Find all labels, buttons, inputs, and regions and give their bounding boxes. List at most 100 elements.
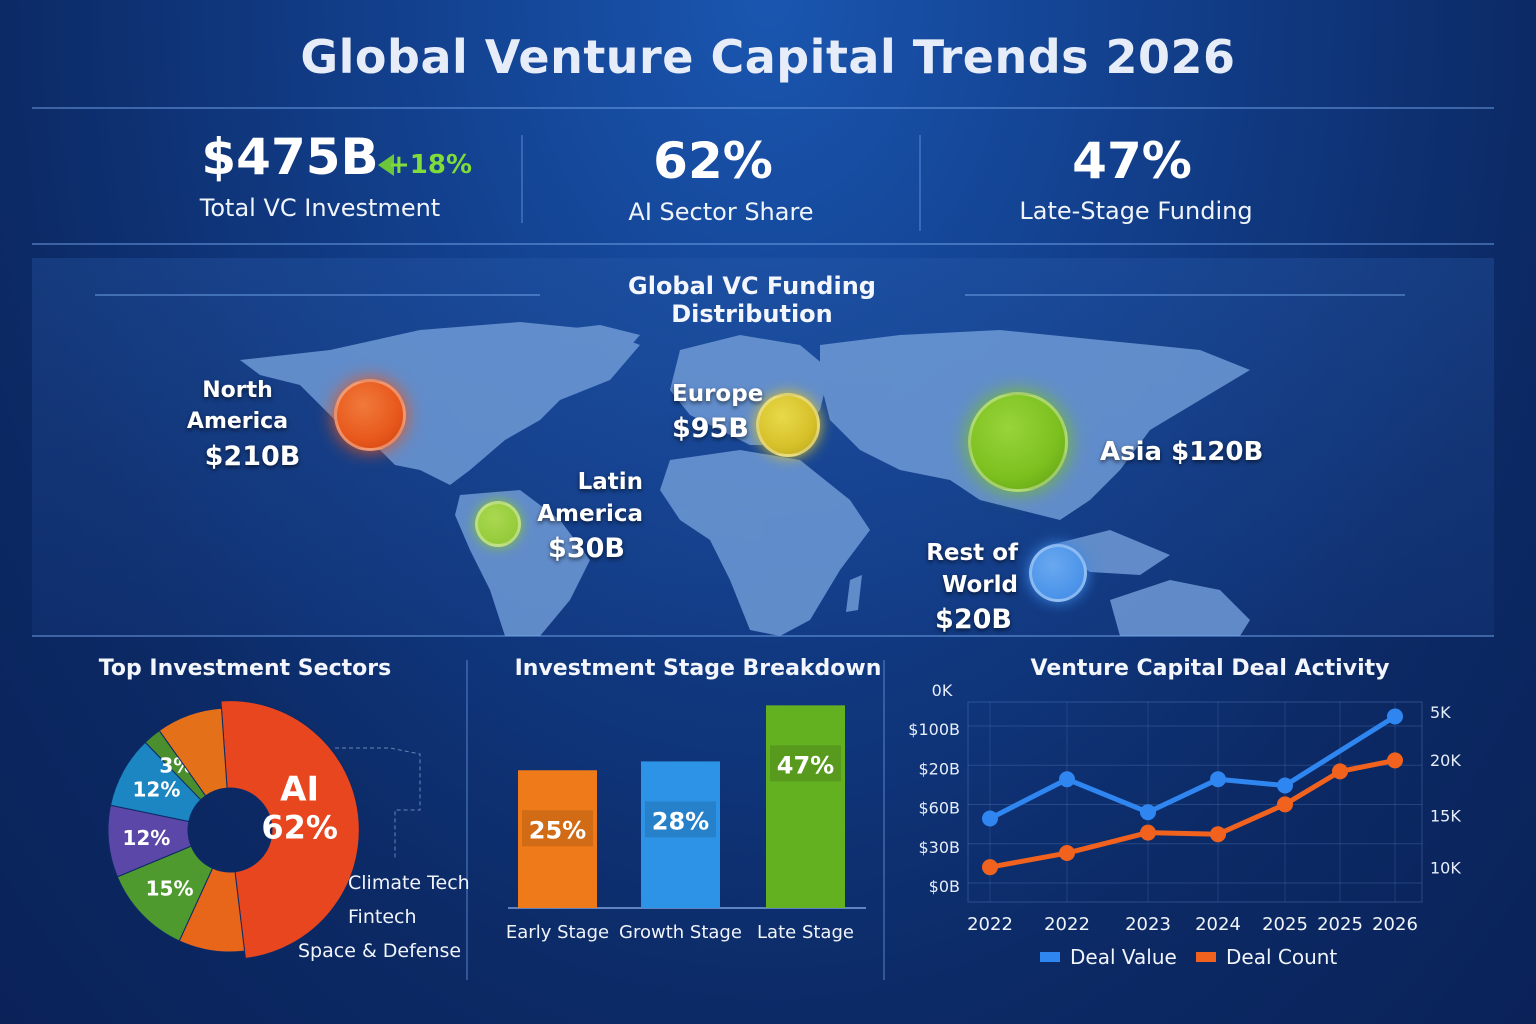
bar-value-label: 28% [652,807,709,835]
north-america-shape [240,322,640,485]
kpi-label: Late-Stage Funding [1019,197,1253,225]
data-point[interactable] [1387,708,1403,725]
legend-swatch-icon [1040,952,1060,962]
pie-slice[interactable] [158,707,228,797]
y-tick-right: 5K [1430,703,1451,722]
y-tick-left: $0B [929,877,960,896]
bar[interactable] [766,705,845,908]
map-title: Global VC Funding Distribution [628,272,876,328]
y-tick-left: $20B [918,759,960,778]
bar-label-bg [522,810,593,847]
legend-climate-tech: Climate Tech [348,872,470,894]
australia-shape [1110,580,1250,636]
x-tick: 2022 [1044,914,1090,935]
bar-label-bg [770,745,841,782]
divider [466,660,468,980]
data-point[interactable] [1210,771,1226,788]
pie-legend: Climate Tech Fintech Space & Defense [298,866,470,968]
bar[interactable] [518,770,597,908]
bar-title: Investment Stage Breakdown [514,656,882,681]
bubble-latin-america[interactable] [475,501,521,547]
africa-shape [660,450,870,636]
bubble-europe[interactable] [756,393,820,457]
kpi-total-investment: $475B [195,128,385,186]
divider [95,294,540,296]
x-tick: 2026 [1372,914,1418,935]
data-point[interactable] [1140,824,1156,841]
bar-category-label: Late Stage [757,922,854,943]
stage-bar-chart: 25% Early Stage 28% Growth Stage 47% Late Sta… [506,705,866,943]
data-point[interactable] [1210,826,1226,843]
bar[interactable] [641,761,720,908]
label-europe: Europe $95B [672,381,764,445]
legend-swatch-icon [1196,952,1216,962]
data-point[interactable] [1332,763,1348,780]
divider [883,660,885,980]
kpi-value: $475B [201,128,379,186]
kpi-ai-share-value: 62% [653,132,773,190]
slice-label: AI [280,770,319,810]
kpi-label: AI Sector Share [628,198,814,226]
kpi-delta: +18% [378,150,472,180]
greenland-shape [540,325,640,385]
page-title: Global Venture Capital Trends 2026 [300,30,1236,84]
data-point[interactable] [1140,804,1156,821]
y-tick-right: 20K [1430,751,1461,770]
data-point[interactable] [1059,771,1075,788]
y-tick-left: $30B [918,838,960,857]
bar-value-label: 25% [529,816,586,844]
data-point[interactable] [982,859,998,876]
bubble-rest-of-world[interactable] [1029,544,1087,602]
divider [919,135,921,231]
kpi-late-stage-value: 47% [1072,132,1192,190]
legend-deal-value: Deal Value [1040,945,1177,969]
divider [32,107,1494,109]
legend-connector [335,747,421,858]
bar-label-bg [645,801,716,838]
y-tick-left: 0K [932,681,953,700]
y-tick-right: 10K [1430,859,1461,878]
label-latin-america: Latin America $30B [537,469,643,565]
slice-value-label: 12% [122,826,170,850]
line-title: Venture Capital Deal Activity [1030,656,1390,681]
x-tick: 2022 [967,914,1013,935]
bubble-asia[interactable] [968,392,1068,492]
data-point[interactable] [1387,752,1403,769]
bar-value-label: 47% [777,751,834,779]
bubble-north-america[interactable] [334,379,406,451]
x-tick: 2023 [1125,914,1171,935]
divider [32,635,1494,637]
label-rest-of-world: Rest of World $20B [926,540,1018,636]
plot-frame [967,701,1423,903]
pie-slice[interactable] [220,700,360,959]
slice-value-label: 15% [146,876,194,900]
arrow-up-icon [378,154,394,176]
data-point[interactable] [1059,845,1075,862]
label-north-america: North America $210B [186,378,301,472]
y-tick-left: $100B [908,720,960,739]
slice-value-label: 12% [132,777,180,801]
x-tick: 2024 [1195,914,1241,935]
bar-category-label: Early Stage [506,922,609,943]
data-point[interactable] [1277,796,1293,813]
legend-space-defense: Space & Defense [298,940,462,962]
series-line-deal-value [988,714,1397,821]
y-tick-left: $60B [918,799,960,818]
legend-fintech: Fintech [348,906,417,928]
slice-value-label: 62% [261,809,338,847]
data-point[interactable] [982,810,998,827]
madagascar-shape [846,575,862,612]
divider [32,243,1494,245]
pie-title: Top Investment Sectors [98,656,392,681]
y-tick-right: 15K [1430,806,1461,825]
x-tick: 2025 [1262,914,1308,935]
divider [521,135,523,223]
bar-category-label: Growth Stage [619,922,742,943]
legend-deal-count: Deal Count [1196,945,1337,969]
divider [965,294,1405,296]
data-point[interactable] [1277,777,1293,794]
label-asia: Asia $120B [1100,437,1264,467]
kpi-label: Total VC Investment [199,194,441,222]
